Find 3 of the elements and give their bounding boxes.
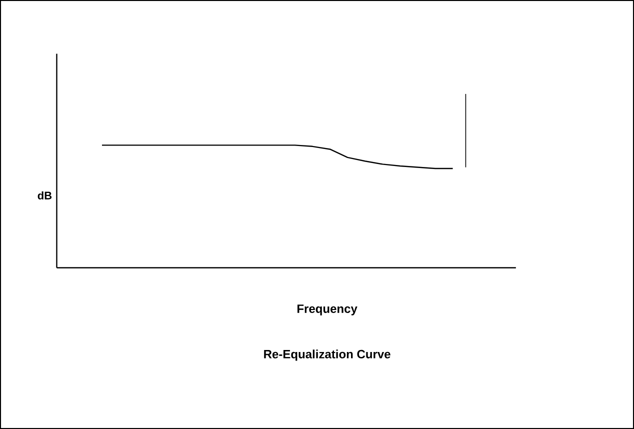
x-axis-title: Frequency bbox=[297, 304, 358, 316]
text: Re-Equalization Curve bbox=[264, 350, 390, 361]
y-axis-title: dB bbox=[38, 191, 52, 200]
